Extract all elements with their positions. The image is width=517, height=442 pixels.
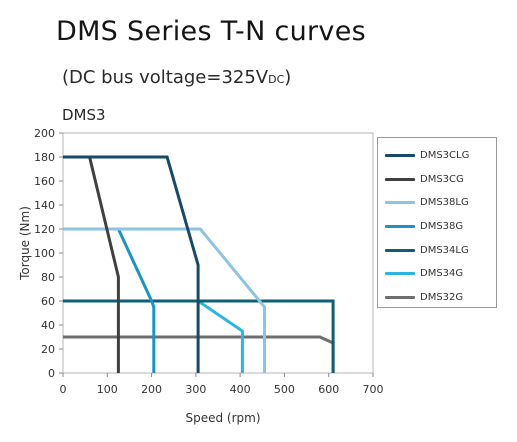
x-tick-label: 100 xyxy=(97,383,118,396)
series-line-dms38lg xyxy=(63,227,266,373)
subtitle-close: ) xyxy=(284,67,292,88)
model-label: DMS3 xyxy=(62,106,106,124)
legend-item-dms3clg: DMS3CLG xyxy=(385,144,496,168)
x-tick-label: 0 xyxy=(60,383,67,396)
legend-swatch xyxy=(385,295,415,299)
legend-label: DMS3CLG xyxy=(420,150,470,162)
y-axis-label: Torque (Nm) xyxy=(18,206,32,280)
legend-swatch xyxy=(385,201,415,205)
x-tick-label: 400 xyxy=(230,383,251,396)
legend-item-dms38g: DMS38G xyxy=(385,215,496,239)
legend-item-dms38lg: DMS38LG xyxy=(385,191,496,215)
legend-swatch xyxy=(385,272,415,276)
y-tick-label: 140 xyxy=(34,199,55,212)
y-tick-label: 120 xyxy=(34,223,55,236)
y-tick-label: 180 xyxy=(34,151,55,164)
y-tick-label: 100 xyxy=(34,247,55,260)
y-tick-label: 40 xyxy=(41,319,55,332)
series-line-dms3clg xyxy=(63,155,200,373)
y-tick-label: 80 xyxy=(41,271,55,284)
legend-label: DMS32G xyxy=(420,291,464,303)
y-tick-label: 200 xyxy=(34,127,55,140)
legend-swatch xyxy=(385,225,415,229)
x-tick-label: 700 xyxy=(363,383,384,396)
x-tick-label: 300 xyxy=(185,383,206,396)
legend-item-dms3cg: DMS3CG xyxy=(385,168,496,192)
legend-label: DMS34LG xyxy=(420,244,469,256)
legend-label: DMS34G xyxy=(420,268,464,280)
legend-item-dms32g: DMS32G xyxy=(385,286,496,310)
legend-label: DMS3CG xyxy=(420,173,464,185)
x-tick-label: 200 xyxy=(141,383,162,396)
legend: DMS3CLG DMS3CG DMS38LG DMS38G DMS34LG DMS34G D… xyxy=(377,137,497,308)
chart-subtitle: (DC bus voltage=325VDC) xyxy=(62,67,291,88)
subtitle-text: (DC bus voltage=325V xyxy=(62,67,269,88)
legend-swatch xyxy=(385,177,415,181)
legend-label: DMS38LG xyxy=(420,197,469,209)
chart-title: DMS Series T-N curves xyxy=(56,16,366,47)
series-line-dms3cg xyxy=(63,155,120,373)
legend-item-dms34lg: DMS34LG xyxy=(385,238,496,262)
legend-item-dms34g: DMS34G xyxy=(385,262,496,286)
y-tick-label: 0 xyxy=(48,367,55,380)
y-tick-label: 20 xyxy=(41,343,55,356)
y-tick-label: 160 xyxy=(34,175,55,188)
subtitle-subscript: DC xyxy=(268,73,285,86)
legend-label: DMS38G xyxy=(420,221,464,233)
y-tick-label: 60 xyxy=(41,295,55,308)
legend-swatch xyxy=(385,154,415,158)
legend-swatch xyxy=(385,248,415,252)
x-tick-label: 600 xyxy=(318,383,339,396)
x-tick-label: 500 xyxy=(274,383,295,396)
x-axis-label: Speed (rpm) xyxy=(185,411,261,425)
